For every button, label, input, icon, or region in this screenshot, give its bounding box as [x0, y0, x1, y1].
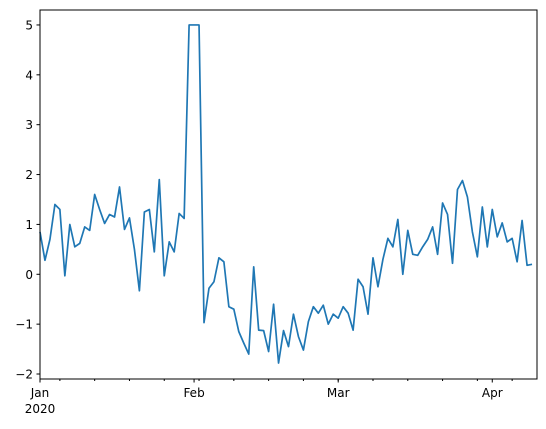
- y-tick-label: −1: [15, 318, 33, 332]
- y-tick-label: −2: [15, 368, 33, 382]
- y-tick-label: 5: [25, 18, 33, 32]
- x-tick-label: Feb: [183, 386, 204, 400]
- y-tick-label: 4: [25, 68, 33, 82]
- y-tick-label: 1: [25, 218, 33, 232]
- x-axis: Jan 2020 Feb Mar Apr: [25, 379, 513, 416]
- x-tick-label: Apr: [482, 386, 503, 400]
- y-axis: −2 −1 0 1 2 3 4 5: [15, 18, 40, 382]
- axes-frame: [39, 9, 538, 380]
- x-tick-year-label: 2020: [25, 402, 56, 416]
- y-tick-label: 3: [25, 118, 33, 132]
- x-tick-label: Mar: [327, 386, 350, 400]
- x-tick-label: Jan: [30, 386, 50, 400]
- series-line: [39, 24, 533, 364]
- y-tick-label: 2: [25, 168, 33, 182]
- y-tick-label: 0: [25, 268, 33, 282]
